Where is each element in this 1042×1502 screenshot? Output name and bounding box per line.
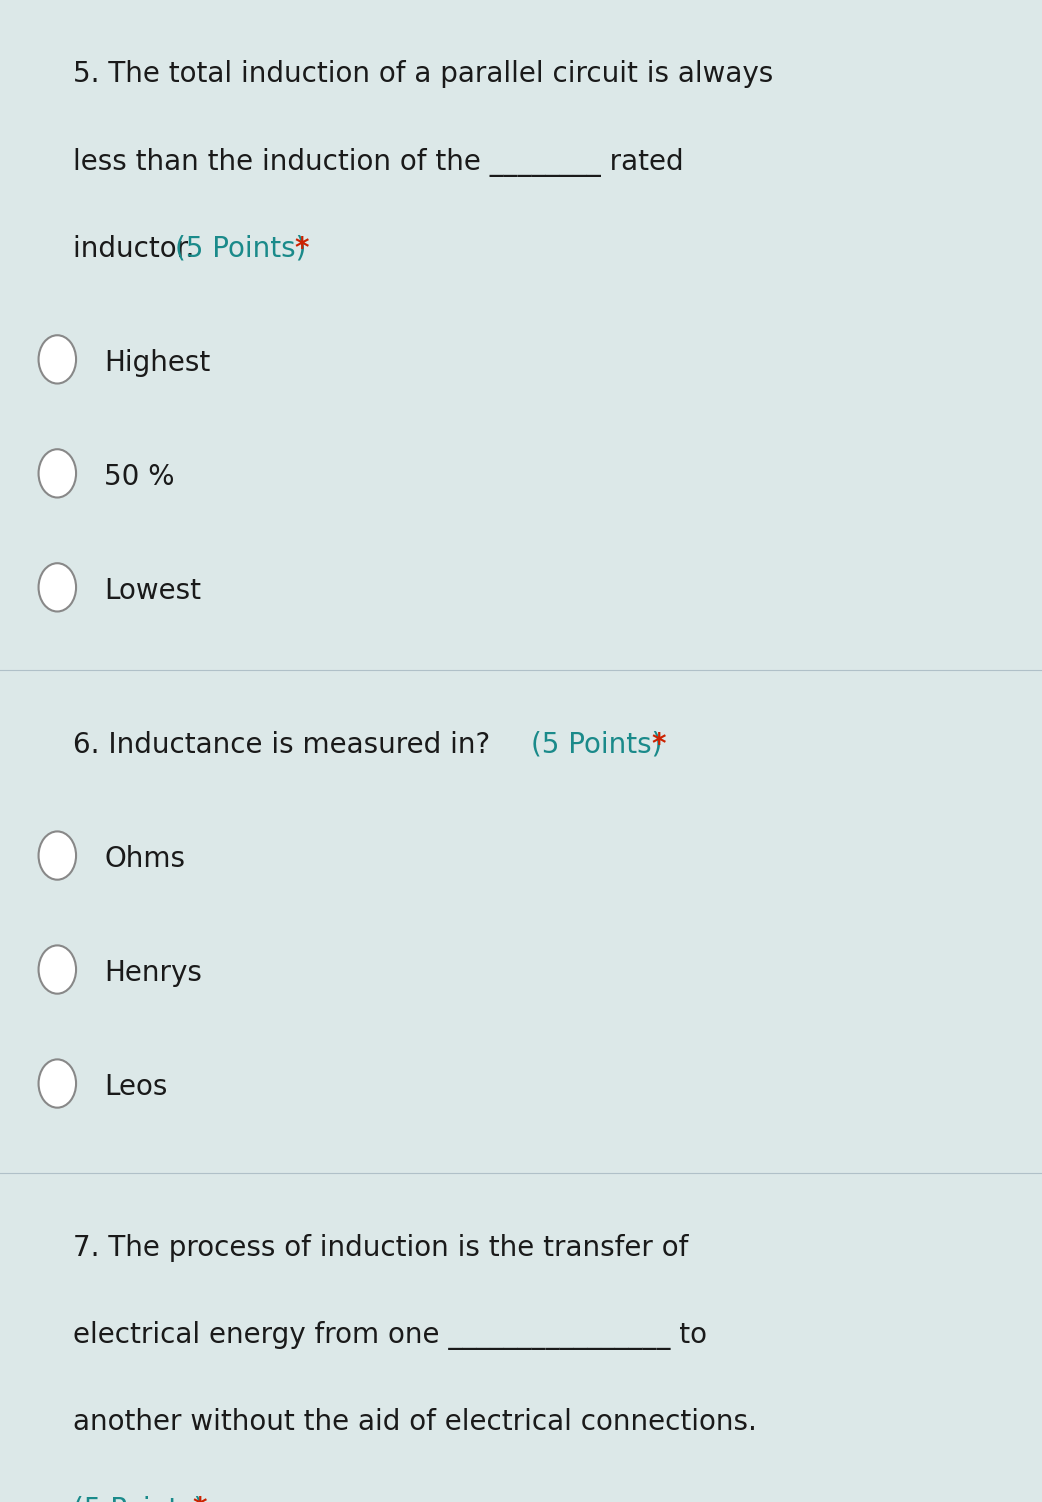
Text: (5 Points): (5 Points): [73, 1494, 214, 1502]
Circle shape: [39, 335, 76, 383]
Text: (5 Points): (5 Points): [531, 731, 672, 759]
Circle shape: [39, 1059, 76, 1107]
Text: *: *: [651, 731, 666, 759]
Circle shape: [39, 563, 76, 611]
Text: Highest: Highest: [104, 348, 210, 377]
Circle shape: [39, 449, 76, 497]
Text: Henrys: Henrys: [104, 958, 202, 987]
Text: electrical energy from one ________________ to: electrical energy from one _____________…: [73, 1320, 706, 1350]
Circle shape: [39, 832, 76, 880]
Text: inductor.: inductor.: [73, 234, 203, 263]
Text: another without the aid of electrical connections.: another without the aid of electrical co…: [73, 1407, 756, 1436]
Text: 5. The total induction of a parallel circuit is always: 5. The total induction of a parallel cir…: [73, 60, 773, 89]
Circle shape: [39, 945, 76, 994]
Text: 6. Inductance is measured in?: 6. Inductance is measured in?: [73, 731, 499, 759]
Text: Leos: Leos: [104, 1072, 168, 1101]
Text: less than the induction of the ________ rated: less than the induction of the ________ …: [73, 147, 684, 177]
Text: (5 Points): (5 Points): [175, 234, 316, 263]
Text: 7. The process of induction is the transfer of: 7. The process of induction is the trans…: [73, 1233, 689, 1262]
Text: 50 %: 50 %: [104, 463, 175, 491]
Text: *: *: [193, 1494, 207, 1502]
Text: *: *: [295, 234, 309, 263]
Text: Ohms: Ohms: [104, 844, 185, 873]
Text: Lowest: Lowest: [104, 577, 201, 605]
